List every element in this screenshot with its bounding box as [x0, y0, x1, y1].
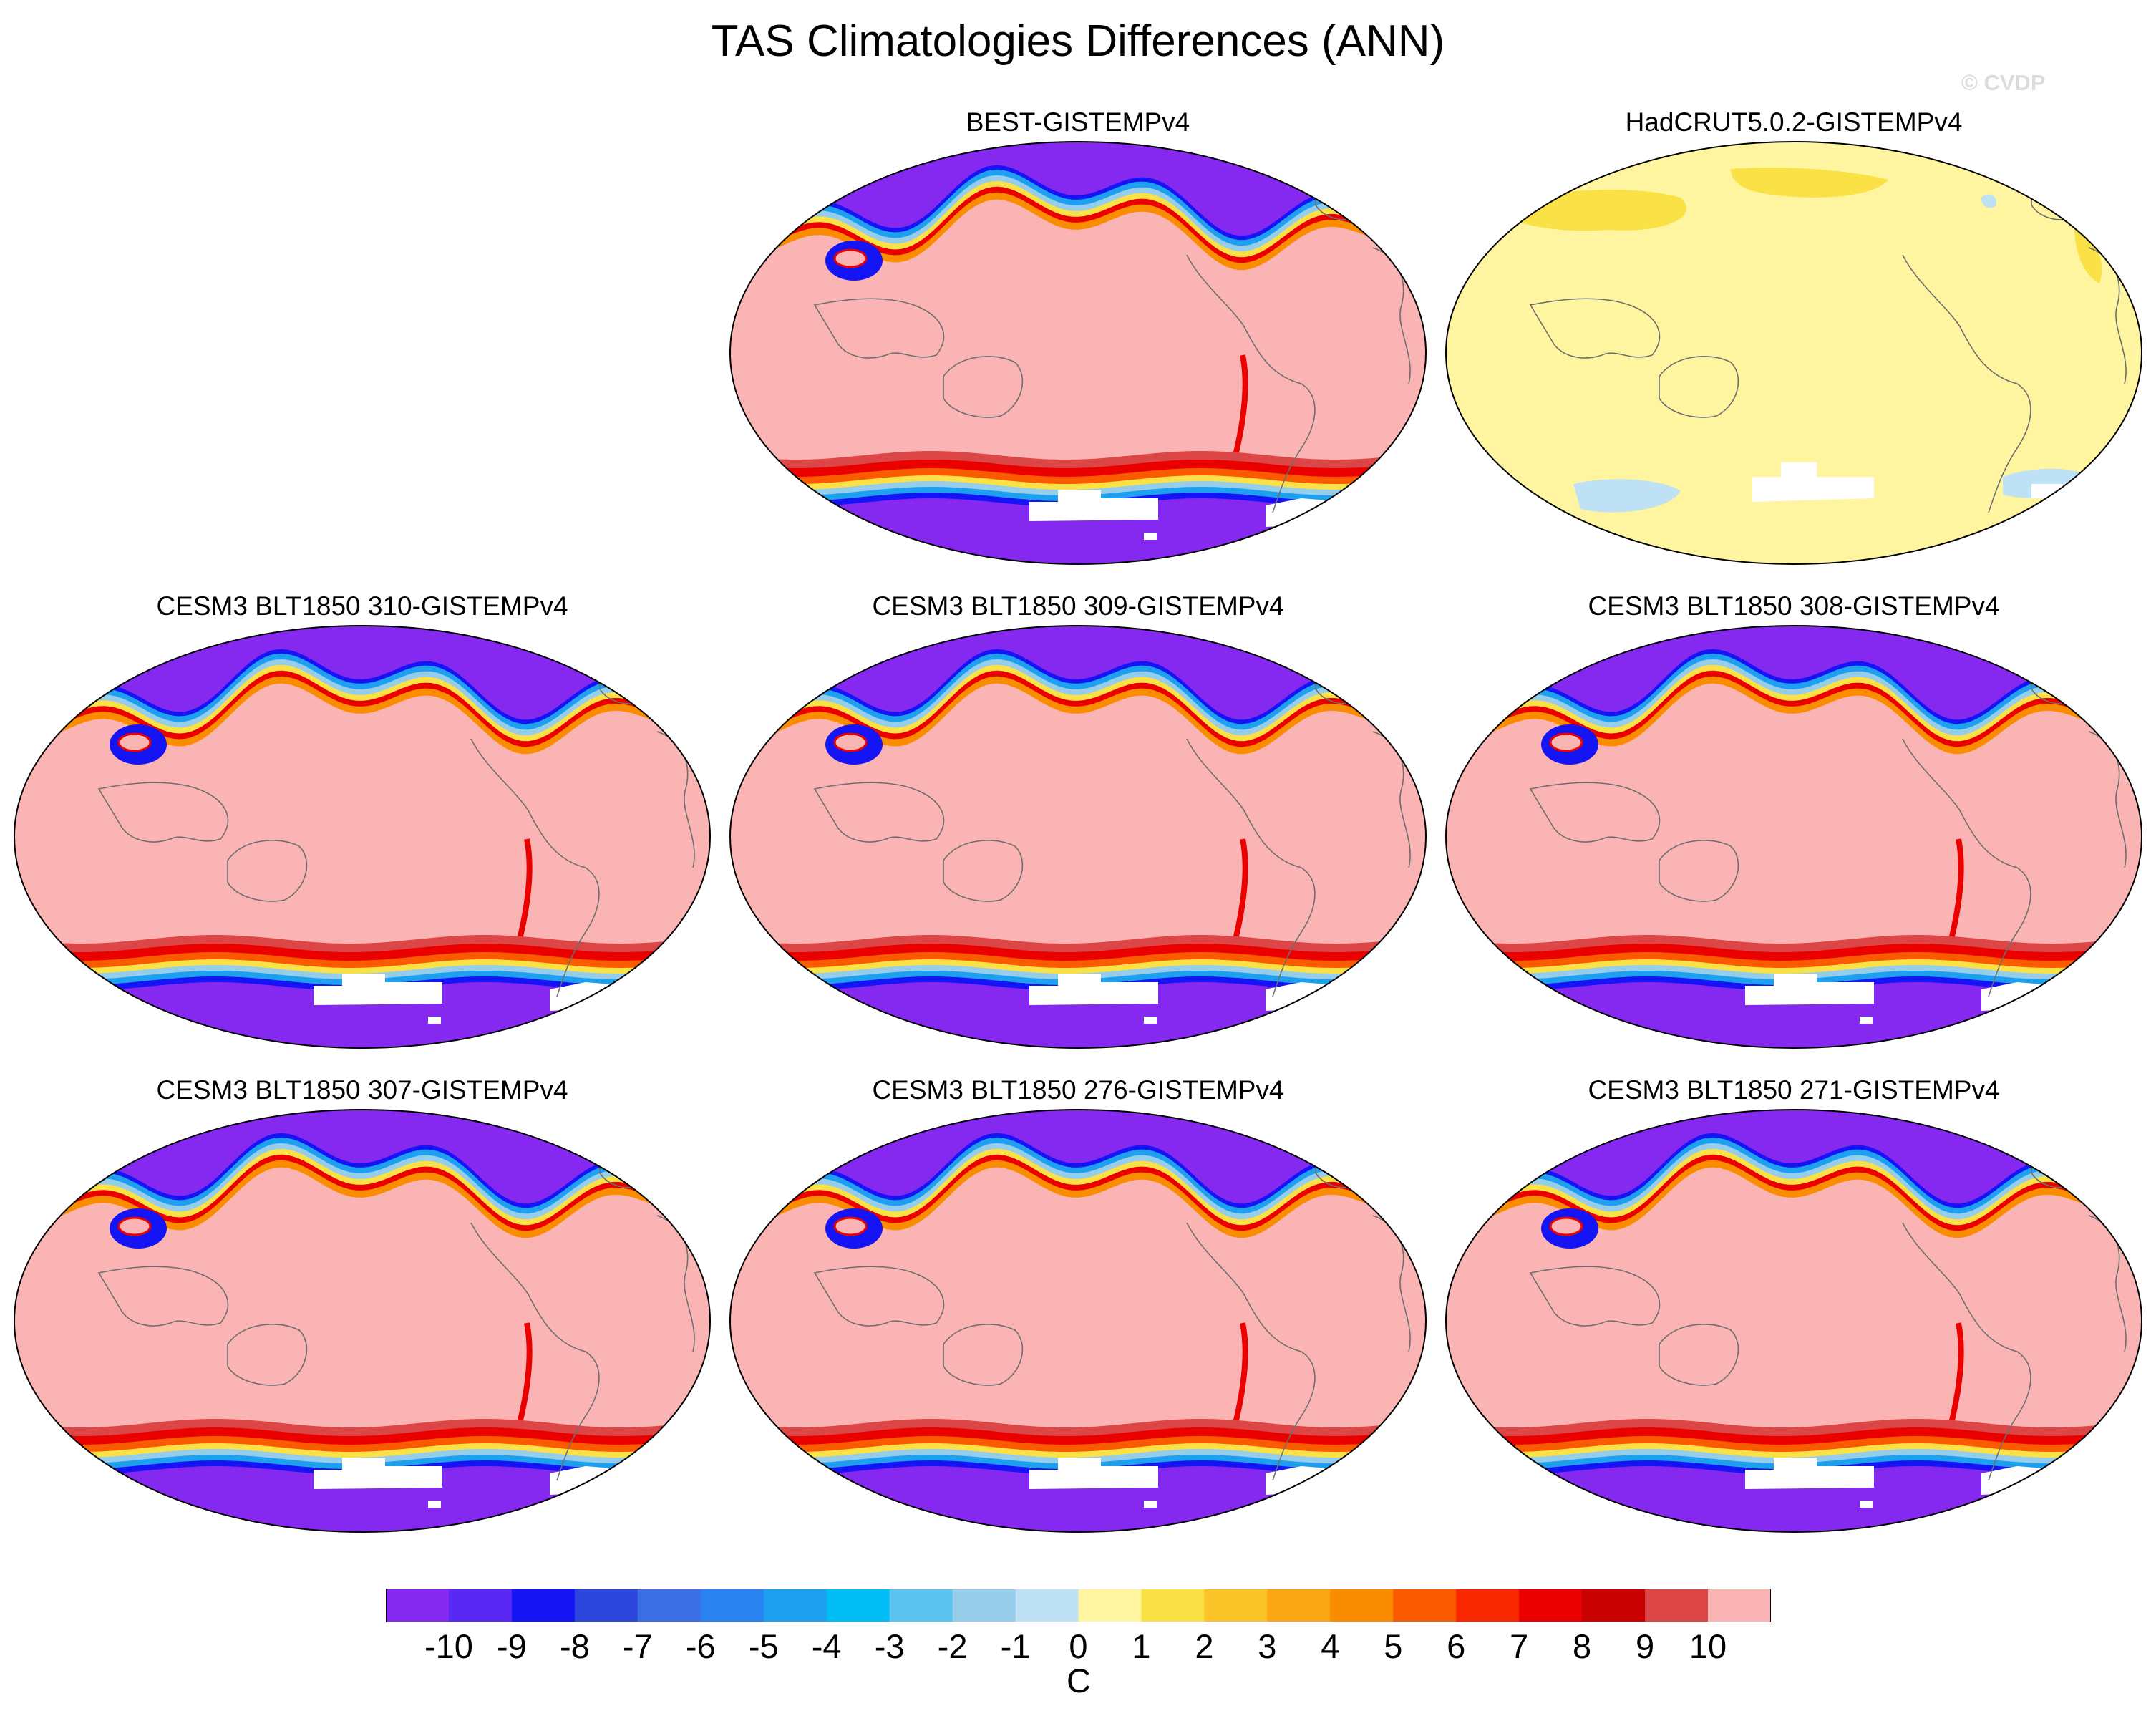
colorbar-swatch — [1645, 1589, 1709, 1622]
colorbar-swatch — [448, 1589, 513, 1622]
colorbar-swatch — [952, 1589, 1016, 1622]
map-310 — [14, 625, 711, 1049]
colorbar-tick-label: 1 — [1132, 1627, 1151, 1665]
colorbar-swatch — [574, 1589, 638, 1622]
colorbar-swatch — [1015, 1589, 1079, 1622]
colorbar-tick-label: 7 — [1510, 1627, 1529, 1665]
colorbar-swatch — [1582, 1589, 1646, 1622]
panel-title-hadcrut: HadCRUT5.0.2-GISTEMPv4 — [1625, 107, 1963, 137]
colorbar-swatch — [826, 1589, 890, 1622]
colorbar-swatch — [1456, 1589, 1520, 1622]
map-308 — [1445, 625, 2142, 1049]
colorbar-swatch — [1330, 1589, 1394, 1622]
colorbar-tick-label: 2 — [1195, 1627, 1214, 1665]
colorbar-tick-label: 4 — [1321, 1627, 1340, 1665]
colorbar-tick-label: 5 — [1384, 1627, 1403, 1665]
panel-title-309: CESM3 BLT1850 309-GISTEMPv4 — [872, 591, 1284, 621]
panel-title-276: CESM3 BLT1850 276-GISTEMPv4 — [872, 1075, 1284, 1105]
colorbar-swatch — [1519, 1589, 1583, 1622]
panel-title-best: BEST-GISTEMPv4 — [966, 107, 1190, 137]
map-309 — [729, 625, 1427, 1049]
figure-title: TAS Climatologies Differences (ANN) — [711, 16, 1445, 66]
colorbar-swatch — [511, 1589, 576, 1622]
colorbar-swatch — [1393, 1589, 1457, 1622]
colorbar-tick-label: 8 — [1573, 1627, 1592, 1665]
colorbar-swatch — [1708, 1589, 1771, 1622]
colorbar-tick-label: -10 — [424, 1627, 473, 1665]
colorbar-tick-label: -3 — [874, 1627, 905, 1665]
panel-title-307: CESM3 BLT1850 307-GISTEMPv4 — [156, 1075, 568, 1105]
panel-title-308: CESM3 BLT1850 308-GISTEMPv4 — [1588, 591, 2000, 621]
colorbar-swatch — [763, 1589, 827, 1622]
panel-title-271: CESM3 BLT1850 271-GISTEMPv4 — [1588, 1075, 2000, 1105]
colorbar-tick-label: 10 — [1689, 1627, 1727, 1665]
colorbar-tick-label: 0 — [1069, 1627, 1088, 1665]
cvdp-watermark: © CVDP — [1961, 70, 2046, 95]
colorbar-swatch — [1078, 1589, 1142, 1622]
colorbar-tick-label: -2 — [937, 1627, 968, 1665]
colorbar-swatch — [386, 1589, 450, 1622]
map-hadcrut — [1445, 141, 2142, 565]
colorbar-swatch — [700, 1589, 764, 1622]
colorbar-tick-label: -1 — [1000, 1627, 1031, 1665]
colorbar — [386, 1589, 1771, 1622]
colorbar-tick-label: -7 — [622, 1627, 653, 1665]
map-271 — [1445, 1109, 2142, 1533]
colorbar-swatch — [637, 1589, 701, 1622]
map-307 — [14, 1109, 711, 1533]
panel-title-310: CESM3 BLT1850 310-GISTEMPv4 — [156, 591, 568, 621]
colorbar-tick-label: -5 — [748, 1627, 779, 1665]
colorbar-tick-label: 6 — [1447, 1627, 1466, 1665]
map-276 — [729, 1109, 1427, 1533]
colorbar-tick-label: 3 — [1258, 1627, 1277, 1665]
colorbar-tick-label: 9 — [1636, 1627, 1655, 1665]
colorbar-tick-label: -9 — [497, 1627, 527, 1665]
colorbar-units: C — [1067, 1662, 1091, 1700]
colorbar-tick-label: -6 — [685, 1627, 716, 1665]
colorbar-swatch — [1204, 1589, 1268, 1622]
colorbar-tick-label: -4 — [811, 1627, 842, 1665]
colorbar-swatch — [1141, 1589, 1205, 1622]
colorbar-tick-label: -8 — [559, 1627, 590, 1665]
colorbar-swatch — [889, 1589, 953, 1622]
map-best — [729, 141, 1427, 565]
colorbar-swatch — [1267, 1589, 1331, 1622]
